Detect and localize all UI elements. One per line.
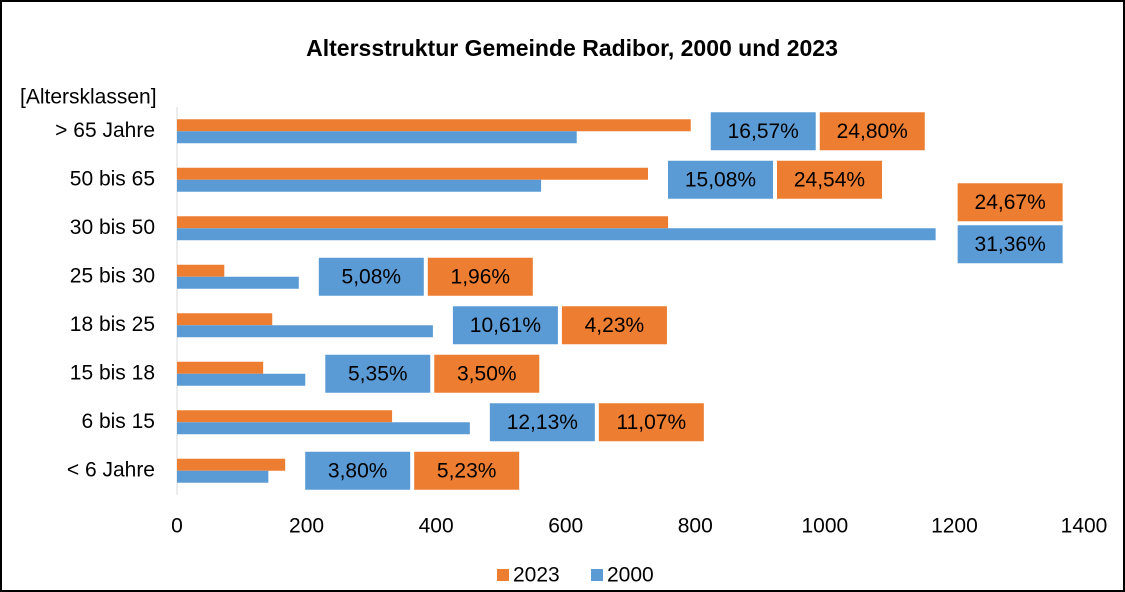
bar xyxy=(177,119,691,132)
y-tick-label: 18 bis 25 xyxy=(70,313,155,336)
bar xyxy=(177,179,542,192)
bar xyxy=(177,458,286,471)
data-label-box xyxy=(819,112,925,151)
data-label: 5,23% xyxy=(437,459,497,482)
data-label: 3,50% xyxy=(457,362,517,385)
data-label-box xyxy=(434,354,540,393)
bar xyxy=(177,410,393,423)
chart-title: Altersstruktur Gemeinde Radibor, 2000 un… xyxy=(306,35,838,61)
data-label-box xyxy=(957,225,1063,264)
data-label-box xyxy=(318,257,424,296)
data-label: 5,35% xyxy=(348,362,408,385)
legend-swatch xyxy=(497,569,509,581)
data-label: 10,61% xyxy=(470,314,541,337)
bar xyxy=(177,131,577,144)
y-tick-label: 25 bis 30 xyxy=(70,264,155,287)
bar xyxy=(177,167,648,180)
data-label: 12,13% xyxy=(507,411,578,434)
y-tick-label: < 6 Jahre xyxy=(67,458,155,481)
data-label-box xyxy=(776,160,882,199)
bar xyxy=(177,264,225,277)
y-tick-label: 50 bis 65 xyxy=(70,167,155,190)
bar xyxy=(177,313,273,326)
data-label: 24,54% xyxy=(794,168,865,191)
data-label-box xyxy=(452,306,558,345)
data-label: 1,96% xyxy=(451,265,511,288)
x-tick-label: 400 xyxy=(419,515,454,538)
x-tick-label: 800 xyxy=(678,515,713,538)
x-tick-label: 200 xyxy=(289,515,324,538)
bar xyxy=(177,373,306,386)
data-label-box xyxy=(598,403,704,442)
x-tick-label: 1000 xyxy=(801,515,848,538)
data-label: 24,67% xyxy=(975,191,1046,214)
data-label: 4,23% xyxy=(585,314,645,337)
bar xyxy=(177,216,669,229)
y-tick-label: > 65 Jahre xyxy=(55,119,155,142)
data-label: 11,07% xyxy=(616,411,686,434)
data-label: 16,57% xyxy=(728,120,799,143)
bar xyxy=(177,228,936,241)
data-label: 24,80% xyxy=(837,120,908,143)
bar xyxy=(177,361,264,374)
y-tick-label: 30 bis 50 xyxy=(70,216,155,239)
x-tick-label: 0 xyxy=(171,515,183,538)
bar xyxy=(177,422,470,435)
data-label: 3,80% xyxy=(328,459,388,482)
bar xyxy=(177,325,433,338)
data-label-box xyxy=(667,160,773,199)
bar xyxy=(177,276,299,289)
y-tick-label: 15 bis 18 xyxy=(70,361,155,384)
data-label-box xyxy=(561,306,667,345)
x-tick-label: 600 xyxy=(548,515,583,538)
data-label-box xyxy=(427,257,533,296)
legend-label: 2023 xyxy=(513,564,560,587)
y-tick-label: 6 bis 15 xyxy=(81,410,155,433)
data-label-box xyxy=(489,403,595,442)
legend-swatch xyxy=(591,569,603,581)
data-label-box xyxy=(710,112,816,151)
x-tick-label: 1400 xyxy=(1061,515,1108,538)
data-label: 5,08% xyxy=(342,265,402,288)
bar xyxy=(177,470,269,483)
x-tick-label: 1200 xyxy=(931,515,978,538)
legend-label: 2000 xyxy=(607,564,654,587)
y-axis-label: [Altersklassen] xyxy=(20,86,157,109)
data-label: 15,08% xyxy=(685,168,756,191)
data-label-box xyxy=(957,183,1063,222)
data-label-box xyxy=(305,451,411,490)
data-label: 31,36% xyxy=(975,233,1046,256)
data-label-box xyxy=(414,451,520,490)
data-label-box xyxy=(325,354,431,393)
